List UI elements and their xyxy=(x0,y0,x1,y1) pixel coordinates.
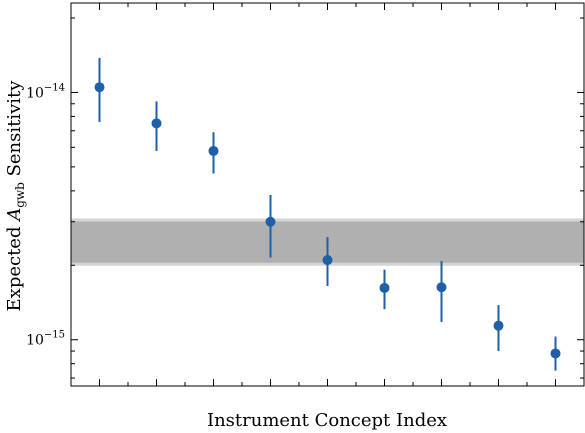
data-point xyxy=(550,348,561,359)
data-point xyxy=(379,282,390,293)
y-tick-label-exponent: −14 xyxy=(44,82,65,93)
data-point xyxy=(436,282,447,293)
y-tick-label: 10−15 xyxy=(26,330,65,349)
y-tick-label-exponent: −15 xyxy=(44,330,65,341)
data-point xyxy=(151,118,162,129)
data-point xyxy=(208,145,219,156)
plot-frame xyxy=(70,2,585,387)
data-point xyxy=(493,320,504,331)
y-axis-label-subscript: gwb xyxy=(13,182,27,208)
x-axis-label: Instrument Concept Index xyxy=(207,410,447,431)
marks-layer xyxy=(94,57,561,371)
y-axis-label-suffix: Sensitivity xyxy=(4,80,25,182)
data-point xyxy=(265,216,276,227)
y-axis-label-symbol: A xyxy=(4,208,25,223)
y-axis-label: Expected Agwb Sensitivity xyxy=(4,80,27,312)
y-tick-label: 10−14 xyxy=(26,82,65,101)
labels-layer: Instrument Concept Index Expected Agwb S… xyxy=(4,80,447,431)
y-axis-label-prefix: Expected xyxy=(4,221,25,312)
data-point xyxy=(94,82,105,93)
data-point xyxy=(322,255,333,266)
y-tick-label-base: 10 xyxy=(26,85,44,101)
y-tick-label-base: 10 xyxy=(26,333,44,349)
